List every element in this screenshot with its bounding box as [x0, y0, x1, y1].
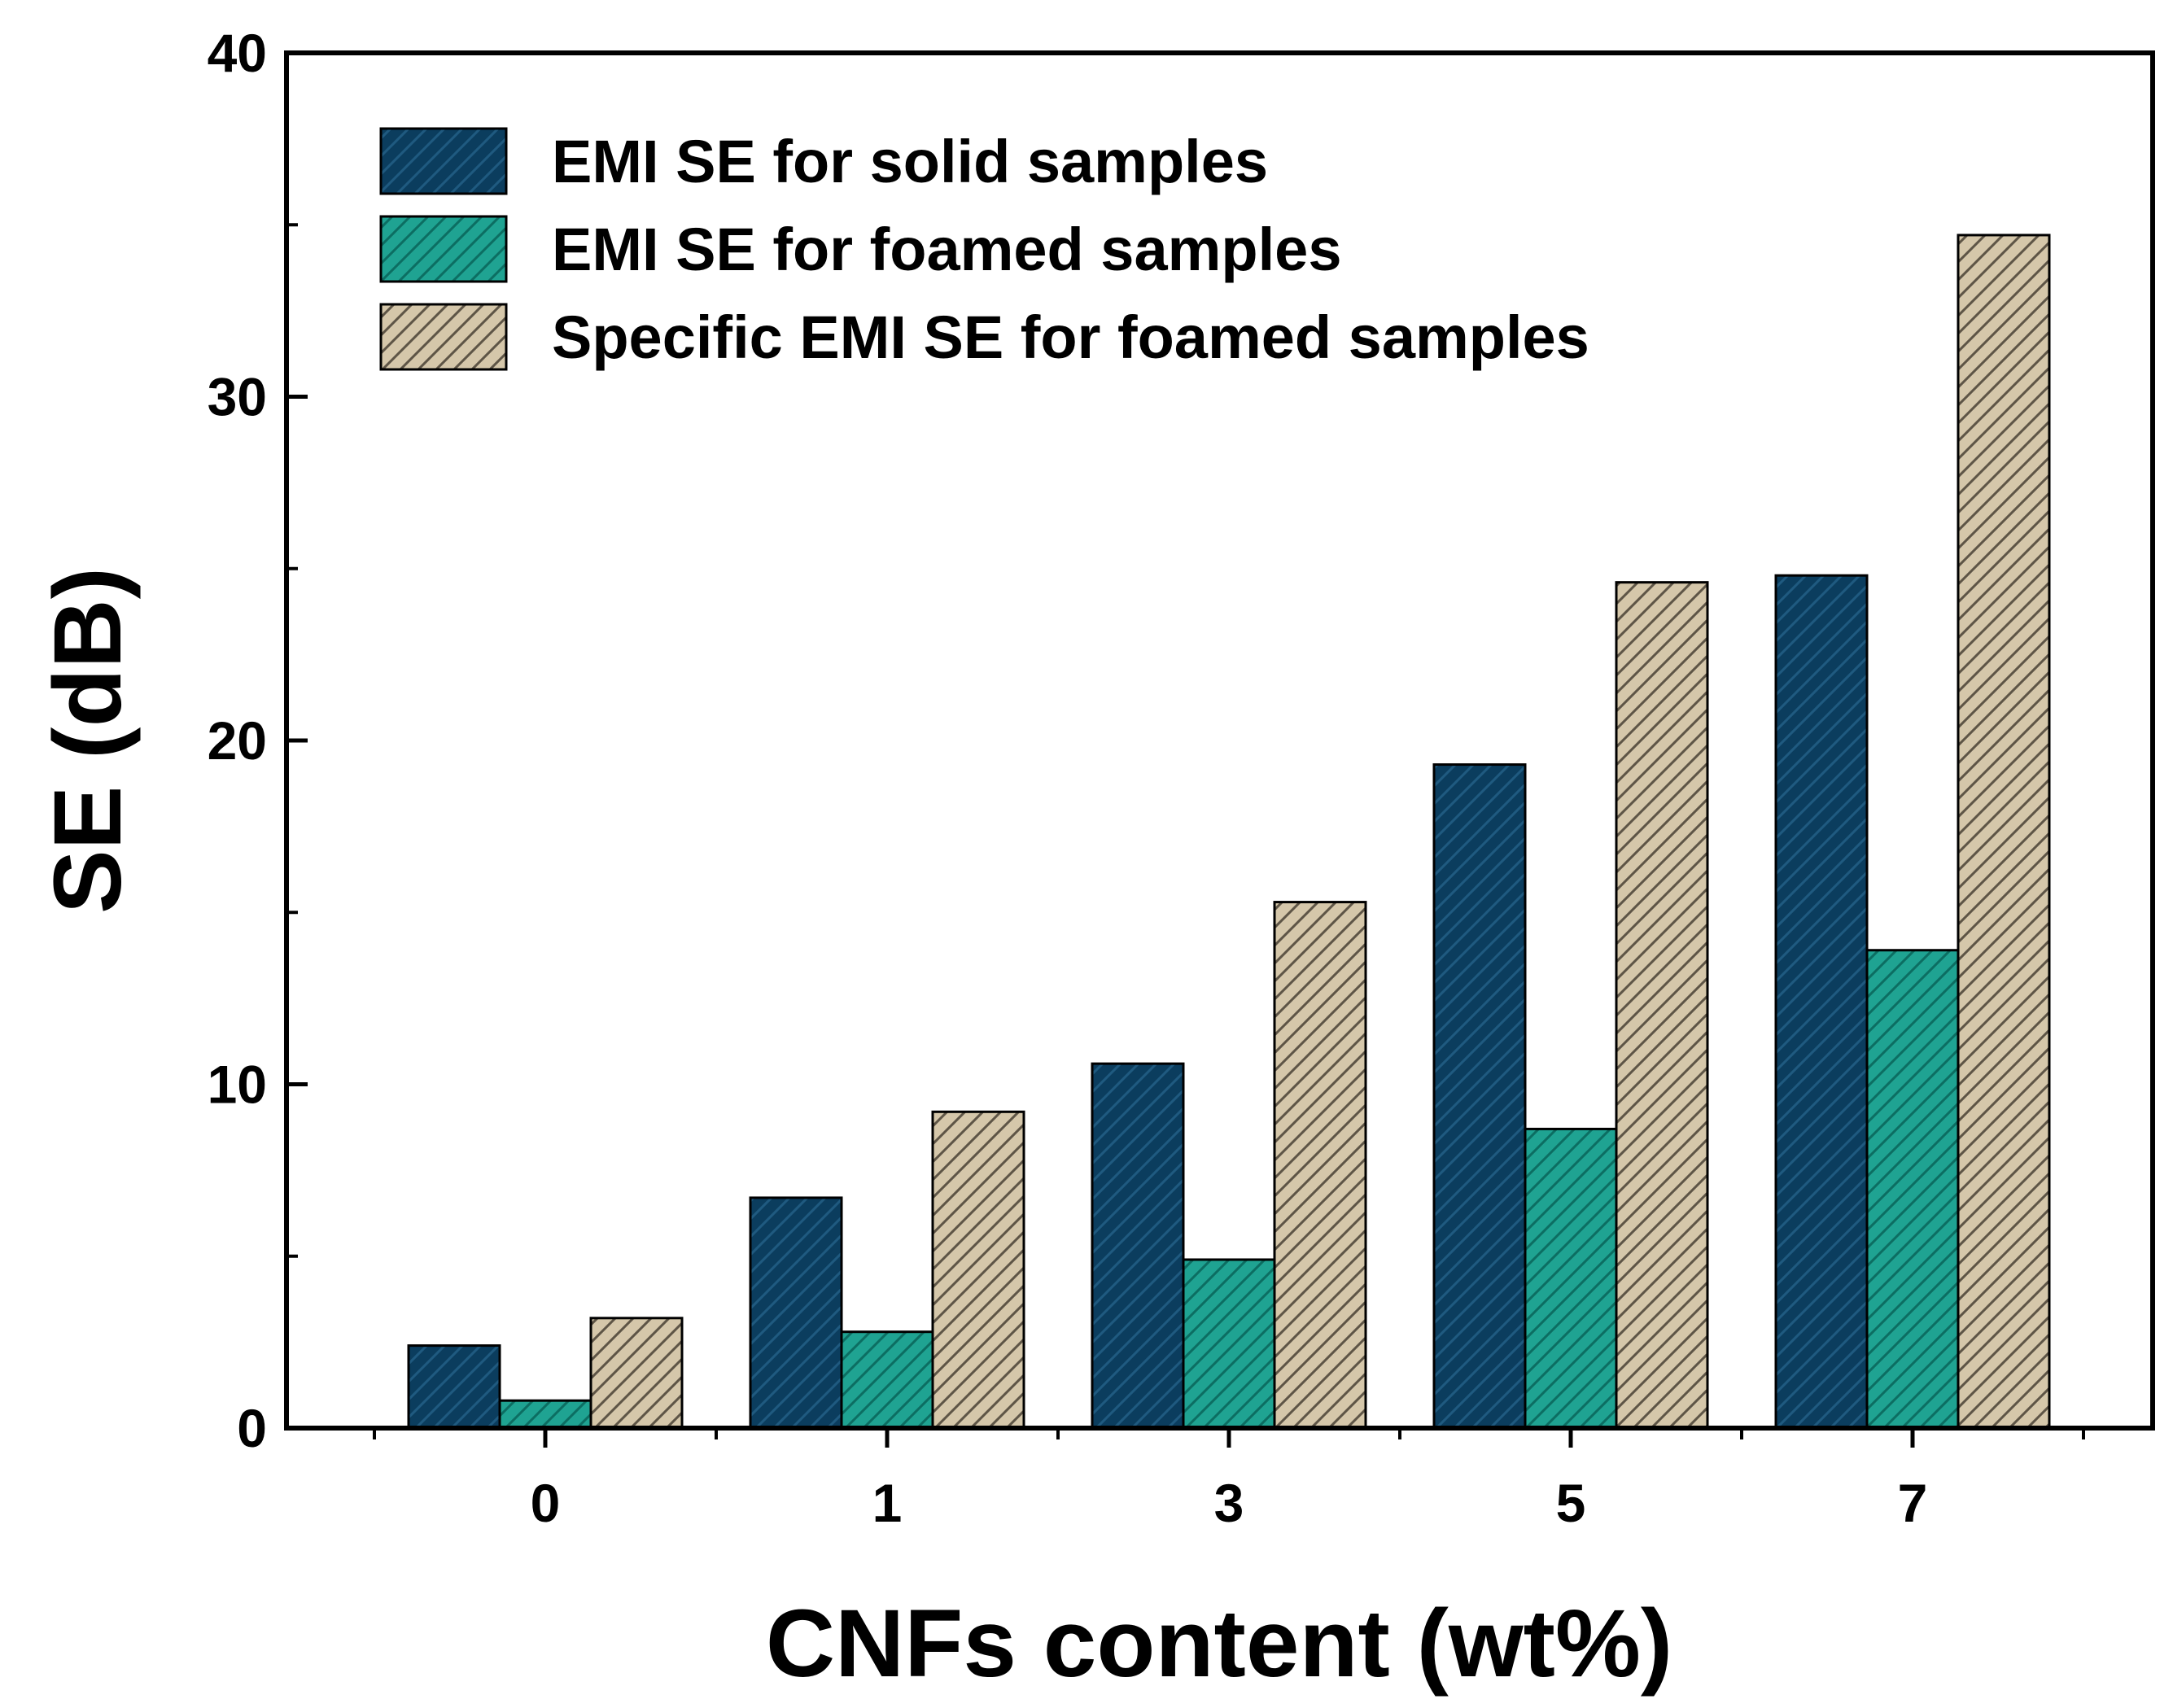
- x-tick-label: 3: [1214, 1473, 1244, 1533]
- bar-specific-emi-se-for-foamed-samples-0: [589, 1317, 684, 1430]
- bar-emi-se-for-solid-samples-0: [407, 1344, 501, 1430]
- legend-label: EMI SE for solid samples: [552, 128, 1268, 195]
- y-tick-label: 30: [208, 367, 267, 427]
- bar-emi-se-for-foamed-samples-0: [498, 1399, 592, 1430]
- bar-specific-emi-se-for-foamed-samples-3: [1273, 901, 1367, 1430]
- bar-emi-se-for-foamed-samples-7: [1865, 949, 1960, 1430]
- x-tick-label: 5: [1556, 1473, 1586, 1533]
- y-tick-label: 0: [237, 1398, 267, 1458]
- bar-emi-se-for-solid-samples-7: [1774, 574, 1869, 1430]
- y-tick-label: 40: [208, 23, 267, 83]
- legend-label: Specific EMI SE for foamed samples: [552, 304, 1589, 371]
- bar-emi-se-for-foamed-samples-5: [1524, 1127, 1618, 1430]
- bar-emi-se-for-foamed-samples-1: [840, 1330, 934, 1430]
- legend: EMI SE for solid samples EMI SE for foame…: [379, 127, 1589, 371]
- bar-emi-se-for-foamed-samples-3: [1182, 1258, 1276, 1430]
- bar-specific-emi-se-for-foamed-samples-5: [1615, 581, 1709, 1430]
- y-axis-title: SE (dB): [34, 567, 142, 914]
- y-tick-label: 10: [208, 1055, 267, 1115]
- bar-emi-se-for-solid-samples-3: [1091, 1062, 1185, 1430]
- bar-specific-emi-se-for-foamed-samples-1: [931, 1110, 1025, 1430]
- plot-area: [407, 234, 2051, 1430]
- y-tick-label: 20: [208, 710, 267, 771]
- legend-swatch: [379, 303, 508, 371]
- x-tick-label: 0: [531, 1473, 561, 1533]
- bar-emi-se-for-solid-samples-1: [749, 1196, 843, 1430]
- legend-swatch: [379, 215, 508, 283]
- legend-swatch: [379, 127, 508, 195]
- bar-emi-se-for-solid-samples-5: [1432, 763, 1527, 1430]
- bar-specific-emi-se-for-foamed-samples-7: [1957, 234, 2051, 1430]
- legend-label: EMI SE for foamed samples: [552, 216, 1342, 283]
- x-tick-label: 7: [1898, 1473, 1928, 1533]
- x-axis-title: CNFs content (wt%): [766, 1590, 1672, 1697]
- axis-ticks: 0 10 20 30 40 0 1 3 5 7: [208, 23, 2085, 1533]
- x-tick-label: 1: [872, 1473, 903, 1533]
